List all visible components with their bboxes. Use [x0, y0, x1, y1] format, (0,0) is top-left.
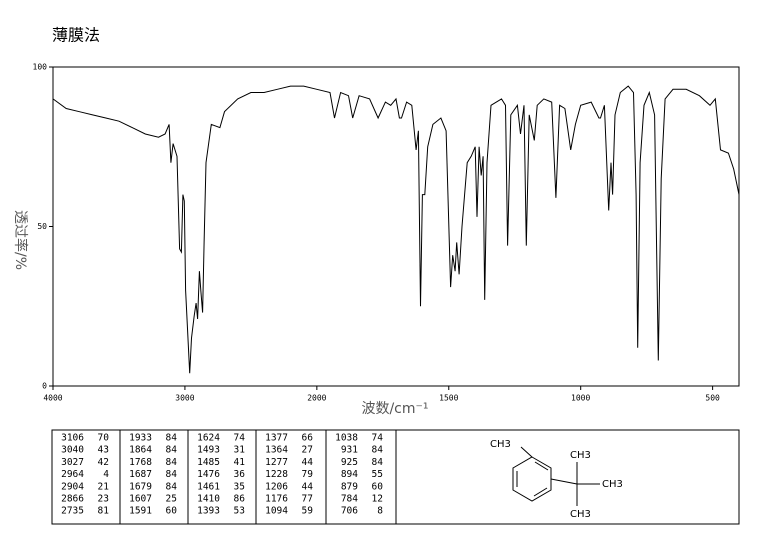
peak-transmittance: 74	[234, 433, 246, 444]
peak-wavenumber: 1094	[265, 506, 288, 517]
peak-transmittance: 31	[234, 445, 246, 456]
peak-transmittance: 36	[234, 469, 246, 480]
x-tick-label: 500	[705, 394, 720, 403]
x-tick-label: 3000	[175, 394, 194, 403]
peak-wavenumber: 1687	[129, 469, 152, 480]
peak-transmittance: 79	[302, 469, 314, 480]
peak-transmittance: 44	[302, 457, 314, 468]
peak-transmittance: 84	[166, 469, 178, 480]
peak-wavenumber: 1624	[197, 433, 220, 444]
x-tick-label: 1000	[571, 394, 590, 403]
peak-transmittance: 60	[166, 506, 178, 517]
peak-transmittance: 23	[98, 494, 109, 505]
peak-transmittance: 70	[98, 433, 110, 444]
peak-transmittance: 12	[372, 494, 383, 505]
peak-transmittance: 41	[234, 457, 246, 468]
x-tick-label: 4000	[43, 394, 62, 403]
x-axis-label: 波数/cm⁻¹	[361, 401, 428, 417]
y-axis-label: 透过率/%	[12, 210, 29, 270]
peak-transmittance: 84	[166, 457, 178, 468]
peak-transmittance: 55	[372, 469, 383, 480]
peak-transmittance: 4	[103, 469, 109, 480]
peak-wavenumber: 1607	[129, 494, 152, 505]
peak-transmittance: 81	[98, 506, 110, 517]
peak-wavenumber: 1228	[265, 469, 288, 480]
peak-wavenumber: 1485	[197, 457, 220, 468]
peak-transmittance: 77	[302, 494, 313, 505]
peak-wavenumber: 706	[341, 506, 358, 517]
structure-label: CH3	[490, 439, 511, 450]
y-tick-label: 0	[42, 382, 47, 391]
structure	[512, 446, 600, 506]
peak-transmittance: 84	[372, 457, 384, 468]
peak-transmittance: 84	[166, 433, 178, 444]
peak-wavenumber: 2964	[61, 469, 84, 480]
peak-transmittance: 42	[98, 457, 109, 468]
structure-label: CH3	[602, 479, 623, 490]
peak-transmittance: 21	[98, 481, 110, 492]
peak-wavenumber: 2735	[61, 506, 84, 517]
peak-wavenumber: 1206	[265, 481, 288, 492]
peak-wavenumber: 925	[341, 457, 358, 468]
peak-transmittance: 27	[302, 445, 313, 456]
table-dividers	[119, 430, 397, 524]
peak-transmittance: 60	[372, 481, 384, 492]
peak-transmittance: 25	[166, 494, 177, 505]
peak-transmittance: 53	[234, 506, 245, 517]
chart-title: 薄膜法	[52, 26, 100, 45]
peak-wavenumber: 1679	[129, 481, 152, 492]
peak-transmittance: 84	[166, 445, 178, 456]
structure-label: CH3	[570, 509, 591, 520]
y-tick-label: 100	[33, 63, 48, 72]
peak-wavenumber: 1038	[335, 433, 358, 444]
peak-wavenumber: 3106	[61, 433, 84, 444]
peak-wavenumber: 1476	[197, 469, 220, 480]
peak-wavenumber: 1393	[197, 506, 220, 517]
peak-wavenumber: 1933	[129, 433, 152, 444]
peak-wavenumber: 3040	[61, 445, 84, 456]
peak-transmittance: 84	[372, 445, 384, 456]
peak-wavenumber: 879	[341, 481, 358, 492]
x-tick-label: 1500	[439, 394, 458, 403]
peak-wavenumber: 3027	[61, 457, 84, 468]
peak-transmittance: 8	[377, 506, 383, 517]
y-tick-label: 50	[37, 222, 47, 231]
peak-transmittance: 35	[234, 481, 245, 492]
peak-wavenumber: 931	[341, 445, 358, 456]
spectrum-line	[52, 85, 740, 374]
peak-transmittance: 86	[234, 494, 246, 505]
x-tick-label: 2000	[307, 394, 326, 403]
peak-wavenumber: 894	[341, 469, 358, 480]
structure-label: CH3	[570, 450, 591, 461]
peak-wavenumber: 1176	[265, 494, 288, 505]
peak-wavenumber: 1364	[265, 445, 288, 456]
peak-wavenumber: 2866	[61, 494, 84, 505]
peak-transmittance: 59	[302, 506, 314, 517]
peak-wavenumber: 1277	[265, 457, 288, 468]
peak-transmittance: 74	[372, 433, 384, 444]
peak-transmittance: 84	[166, 481, 178, 492]
peak-transmittance: 43	[98, 445, 109, 456]
peak-wavenumber: 1461	[197, 481, 220, 492]
peak-transmittance: 44	[302, 481, 314, 492]
peak-wavenumber: 2904	[61, 481, 84, 492]
peak-wavenumber: 1493	[197, 445, 220, 456]
peak-wavenumber: 1377	[265, 433, 288, 444]
peak-transmittance: 66	[302, 433, 314, 444]
peak-wavenumber: 1591	[129, 506, 152, 517]
peak-wavenumber: 1768	[129, 457, 152, 468]
peak-wavenumber: 1864	[129, 445, 152, 456]
peak-wavenumber: 784	[341, 494, 358, 505]
peak-wavenumber: 1410	[197, 494, 220, 505]
